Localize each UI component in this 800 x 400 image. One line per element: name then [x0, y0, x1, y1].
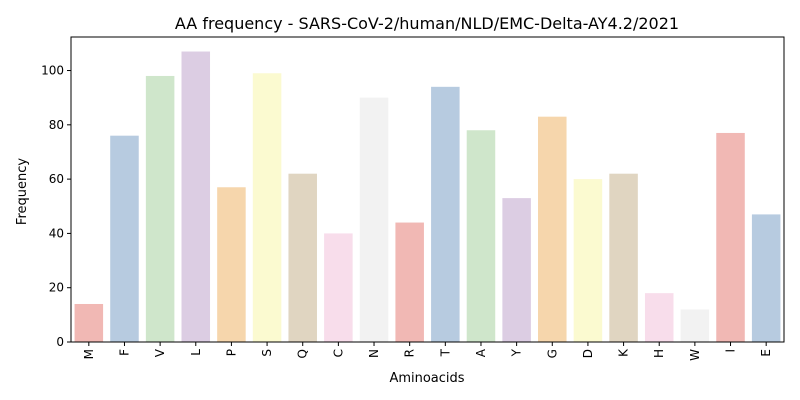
- bars-group: [74, 51, 781, 343]
- x-tick-label: T: [438, 348, 452, 357]
- x-tick-label: V: [153, 348, 167, 357]
- bar-D: [573, 179, 603, 342]
- bar-G: [538, 116, 567, 343]
- y-tick-label: 20: [49, 281, 64, 295]
- x-tick-label: C: [331, 349, 345, 357]
- bar-P: [217, 187, 246, 342]
- y-tick-label: 100: [41, 64, 64, 78]
- y-axis-ticks: 0 20 40 60 80 100: [41, 64, 71, 349]
- y-tick-label: 80: [49, 118, 64, 132]
- x-tick-label: Y: [510, 348, 524, 357]
- bar-I: [716, 132, 745, 342]
- x-tick-label: M: [82, 349, 96, 359]
- bar-H: [644, 293, 674, 342]
- x-tick-label: S: [260, 349, 274, 357]
- x-tick-label: N: [367, 349, 381, 358]
- bar-F: [110, 135, 139, 342]
- bar-S: [252, 73, 282, 343]
- bar-Q: [288, 173, 317, 342]
- bar-T: [431, 86, 460, 342]
- x-tick-label: E: [759, 349, 773, 357]
- bar-N: [359, 97, 389, 343]
- bar-M: [74, 303, 104, 342]
- y-tick-label: 0: [56, 335, 64, 349]
- chart-title: AA frequency - SARS-CoV-2/human/NLD/EMC-…: [175, 14, 679, 33]
- x-tick-label: H: [652, 349, 666, 358]
- x-tick-label: A: [474, 348, 488, 357]
- x-tick-label: I: [724, 349, 738, 353]
- x-tick-label: G: [545, 349, 559, 358]
- bar-L: [181, 51, 211, 343]
- x-tick-label: L: [189, 349, 203, 356]
- y-tick-label: 40: [49, 226, 64, 240]
- bar-Y: [502, 198, 531, 342]
- x-tick-label: W: [688, 349, 702, 361]
- x-tick-label: R: [403, 349, 417, 357]
- x-tick-label: D: [581, 349, 595, 358]
- bar-C: [324, 233, 353, 342]
- x-tick-label: K: [617, 348, 631, 357]
- bar-R: [395, 222, 424, 342]
- bar-E: [751, 214, 781, 342]
- y-tick-label: 60: [49, 172, 64, 186]
- bar-V: [145, 75, 175, 342]
- x-axis-label: Aminoacids: [389, 371, 464, 386]
- plot-frame: [70, 36, 785, 343]
- bar-W: [680, 309, 710, 342]
- bar-K: [609, 173, 638, 342]
- x-tick-label: F: [117, 349, 131, 356]
- y-axis-label: Frequency: [15, 158, 30, 225]
- bar-A: [466, 130, 496, 342]
- x-tick-label: P: [224, 349, 238, 356]
- x-tick-label: Q: [296, 349, 310, 358]
